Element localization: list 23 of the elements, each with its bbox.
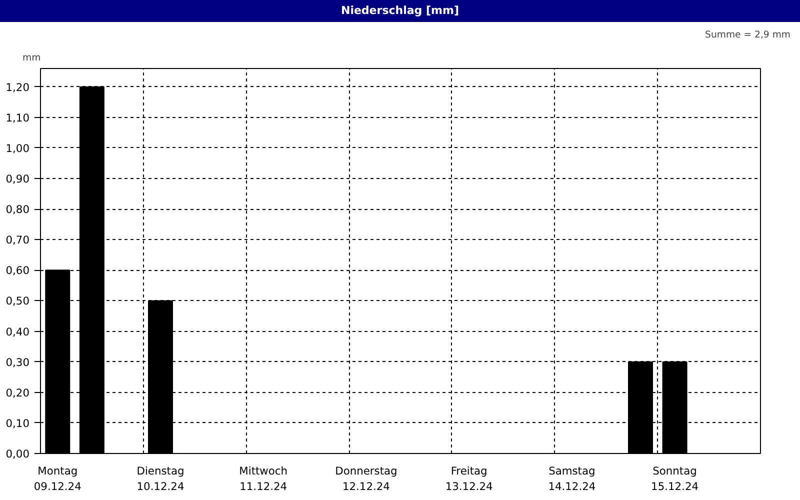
x-tick-label: Mittwoch 11.12.24 [239,464,288,494]
y-tick-label: 0,60 [6,264,30,278]
y-axis-title: mm [22,52,41,64]
x-tick-label: Montag 09.12.24 [34,464,82,494]
y-tick-label: 0,80 [6,203,30,216]
y-tick-label: 1,00 [6,142,30,155]
chart-title: Niederschlag [mm] [341,3,459,19]
x-tick-label: Freitag 13.12.24 [445,464,494,494]
y-tick-label: 0,30 [6,356,30,369]
y-tick-label: 1,20 [6,80,30,94]
x-tick-label: Donnerstag 12.12.24 [335,464,398,494]
y-tick-label: 0,40 [6,325,30,338]
y-tick-label: 0,00 [6,448,30,460]
y-tick-label: 0,20 [6,386,30,400]
x-tick-label: Samstag 14.12.24 [548,464,596,494]
text: Summe = 2,9 mm [705,30,791,40]
x-tick-label: Sonntag 15.12.24 [651,464,699,494]
y-tick-label: 0,70 [6,234,30,247]
x-tick-label: Dienstag 10.12.24 [136,464,184,494]
y-tick-label: 0,50 [6,294,30,308]
y-tick-label: 1,10 [6,111,30,124]
y-tick-label: 0,90 [6,172,30,186]
y-tick-label: 0,10 [6,416,30,430]
